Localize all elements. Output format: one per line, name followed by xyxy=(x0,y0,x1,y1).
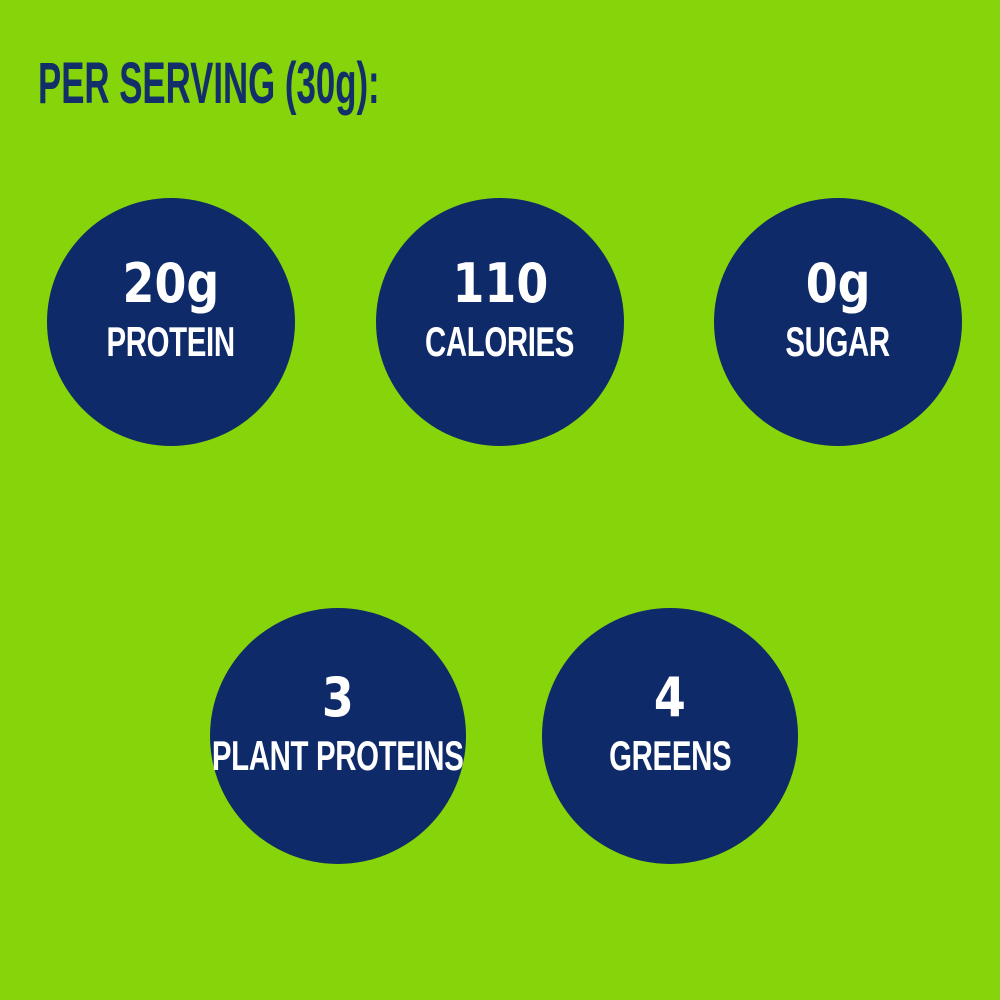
stat-circle-greens: 4 GREENS xyxy=(542,608,798,864)
per-serving-title: PER SERVING (30g): xyxy=(38,51,380,116)
stat-content: 4 GREENS xyxy=(583,671,757,777)
greens-value: 4 xyxy=(654,666,686,729)
plant-proteins-label: PLANT PROTEINS xyxy=(212,732,464,779)
protein-label: PROTEIN xyxy=(106,318,236,365)
stat-content: 110 CALORIES xyxy=(393,257,606,363)
stat-content: 20g PROTEIN xyxy=(79,257,262,363)
stat-content: 0g SUGAR xyxy=(763,257,912,363)
calories-value: 110 xyxy=(452,252,548,315)
sugar-label: SUGAR xyxy=(785,318,891,365)
stat-circle-calories: 110 CALORIES xyxy=(376,198,624,446)
stat-circle-protein: 20g PROTEIN xyxy=(47,198,295,446)
stat-circle-plant-proteins: 3 PLANT PROTEINS xyxy=(210,608,466,864)
plant-proteins-value: 3 xyxy=(322,666,354,729)
stat-circle-sugar: 0g SUGAR xyxy=(714,198,962,446)
stat-content: 3 PLANT PROTEINS xyxy=(158,671,517,777)
greens-label: GREENS xyxy=(608,732,732,779)
calories-label: CALORIES xyxy=(425,318,575,365)
protein-value: 20g xyxy=(122,252,220,315)
sugar-value: 0g xyxy=(805,252,871,315)
